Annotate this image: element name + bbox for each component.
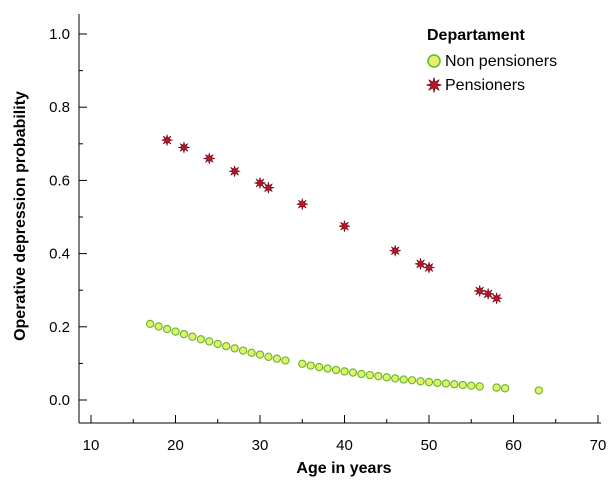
point-non-pensioners (230, 344, 239, 353)
point-non-pensioners (399, 375, 408, 384)
point-pensioners (414, 258, 427, 270)
y-axis-title: Operative depression probability (12, 91, 29, 341)
point-non-pensioners (331, 365, 341, 375)
point-pensioners (178, 141, 190, 154)
point-non-pensioners (154, 322, 163, 331)
x-tick-label: 10 (83, 437, 100, 454)
point-non-pensioners (441, 379, 451, 388)
point-non-pensioners (213, 339, 222, 349)
point-non-pensioners (458, 380, 467, 390)
point-pensioners (228, 165, 241, 177)
y-tick-label: 0.2 (49, 319, 70, 336)
point-pensioners (161, 134, 173, 146)
point-non-pensioners (357, 369, 366, 379)
legend-title: Departament (427, 27, 525, 44)
point-pensioners (338, 220, 351, 232)
x-axis-title: Age in years (296, 460, 391, 477)
legend-marker-pensioners (426, 77, 442, 93)
point-non-pensioners (534, 386, 543, 395)
point-pensioners (254, 177, 266, 189)
point-non-pensioners (348, 368, 358, 377)
point-pensioners (262, 182, 275, 194)
point-pensioners (423, 261, 435, 274)
point-non-pensioners (407, 376, 417, 385)
point-non-pensioners (238, 346, 248, 355)
point-non-pensioners (272, 354, 282, 363)
point-non-pensioners (424, 377, 434, 387)
point-non-pensioners (314, 362, 324, 372)
y-tick-label: 0.8 (49, 99, 70, 116)
legend-label-pensioners: Pensioners (445, 77, 525, 94)
point-non-pensioners (340, 367, 349, 376)
point-non-pensioners (416, 377, 425, 386)
point-non-pensioners (145, 319, 155, 329)
legend-label-non-pensioners: Non pensioners (445, 53, 557, 70)
point-non-pensioners (281, 356, 290, 365)
point-pensioners (482, 288, 494, 300)
point-non-pensioners (222, 342, 231, 351)
point-non-pensioners (306, 361, 315, 370)
point-pensioners (474, 285, 486, 297)
legend-marker-non-pensioners (427, 54, 441, 68)
y-tick-label: 0.4 (49, 246, 70, 263)
point-non-pensioners (298, 359, 307, 368)
point-pensioners (296, 198, 308, 210)
x-tick-label: 70 (590, 437, 607, 454)
legend: Departament Non pensioners Pensioners (426, 27, 557, 94)
y-tick-label: 0.0 (49, 392, 70, 409)
point-non-pensioners (179, 329, 189, 339)
x-tick-label: 50 (421, 437, 438, 454)
x-tick-label: 40 (336, 437, 353, 454)
point-non-pensioners (467, 381, 476, 390)
point-non-pensioners (433, 378, 442, 387)
point-non-pensioners (492, 383, 501, 392)
point-non-pensioners (205, 337, 214, 346)
data-points (145, 134, 543, 395)
point-non-pensioners (475, 382, 484, 391)
point-pensioners (490, 292, 503, 304)
point-non-pensioners (374, 372, 383, 381)
point-non-pensioners (188, 332, 197, 341)
point-non-pensioners (382, 373, 391, 382)
point-non-pensioners (264, 352, 273, 361)
x-tick-label: 30 (252, 437, 269, 454)
axes: 0.0 0.2 0.4 0.6 0.8 1.0 10 20 30 40 50 60 70 (49, 14, 606, 454)
point-pensioners (389, 245, 401, 257)
point-non-pensioners (450, 380, 459, 389)
point-non-pensioners (365, 370, 374, 380)
y-tick-label: 0.6 (49, 172, 70, 189)
point-pensioners (203, 152, 215, 165)
point-non-pensioners (247, 348, 256, 357)
x-tick-label: 60 (505, 437, 522, 454)
y-tick-label: 1.0 (49, 26, 70, 43)
point-non-pensioners (162, 324, 172, 334)
point-non-pensioners (171, 327, 180, 336)
legend-circle-icon (427, 54, 441, 68)
point-non-pensioners (255, 350, 265, 359)
point-non-pensioners (196, 335, 205, 344)
point-non-pensioners (500, 384, 510, 393)
point-non-pensioners (391, 374, 400, 383)
x-tick-label: 20 (167, 437, 184, 454)
point-non-pensioners (323, 364, 332, 373)
legend-star-icon (426, 77, 442, 93)
